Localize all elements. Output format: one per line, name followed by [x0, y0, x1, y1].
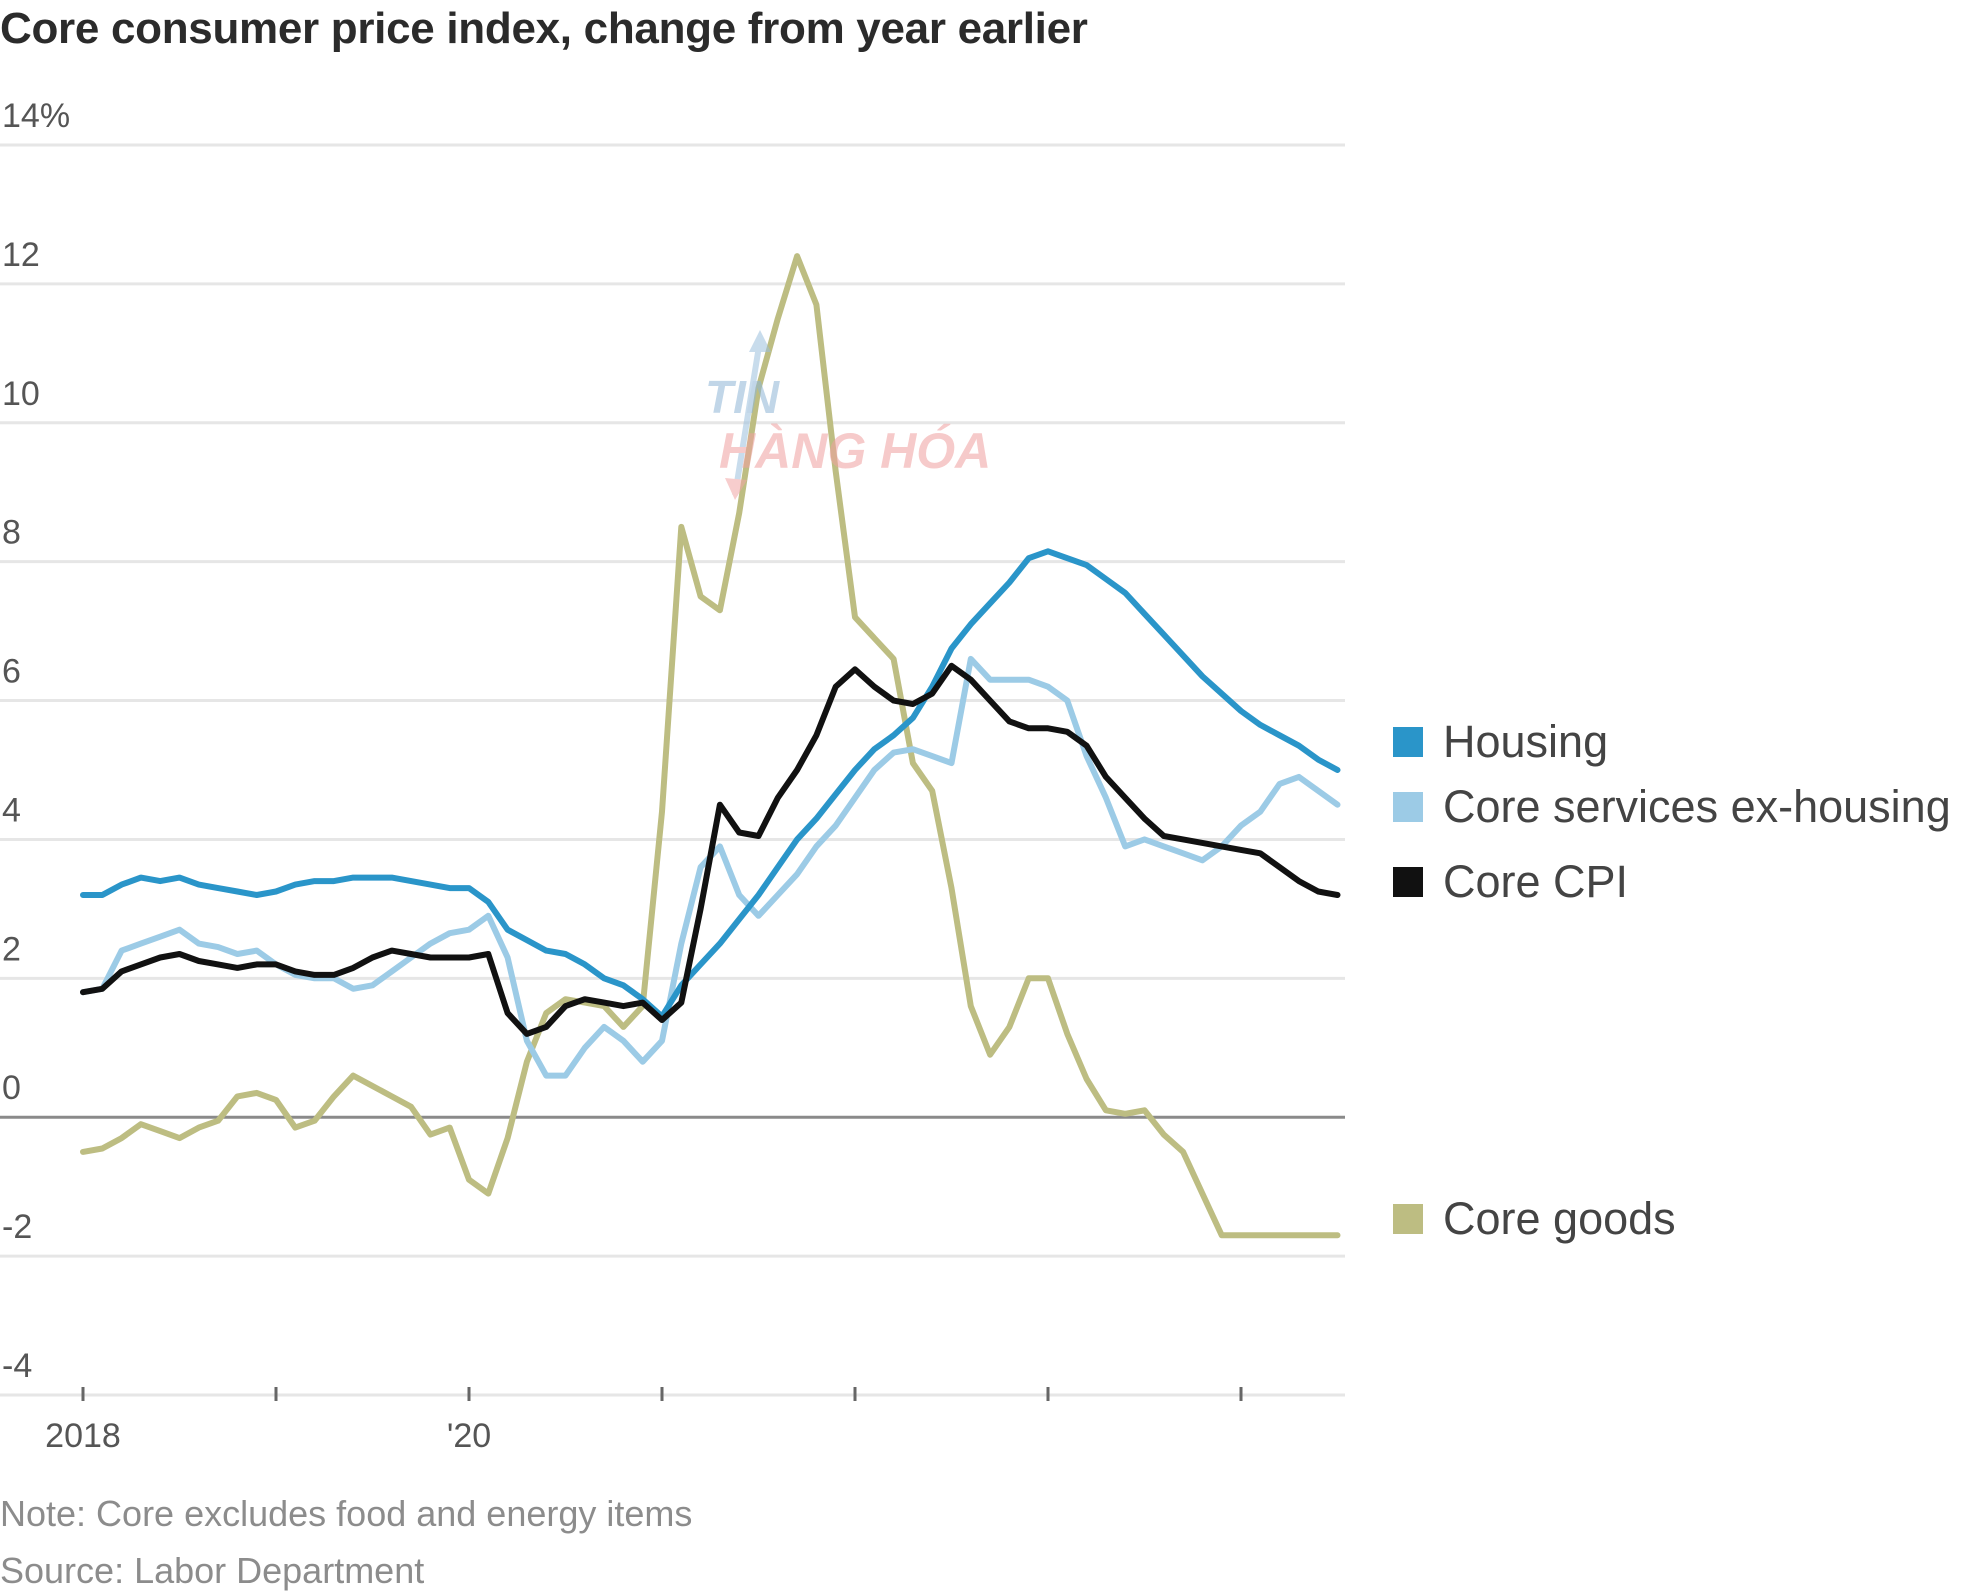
legend-swatch-housing [1393, 727, 1423, 757]
x-axis-ticks: 2018 '20 [45, 1387, 1243, 1455]
y-tick-label: -2 [2, 1208, 32, 1246]
y-tick-label: 14% [2, 97, 70, 135]
watermark-line2: HÀNG HÓA [719, 423, 992, 479]
series-lines [80, 253, 1341, 1239]
legend-swatch-core-services-ex-housing [1393, 792, 1423, 822]
y-tick-label: 12 [2, 236, 40, 274]
y-tick-label: 6 [2, 653, 21, 691]
chart-source: Source: Labor Department [0, 1550, 425, 1591]
y-axis-ticks: 14% 12 10 8 6 4 2 0 -2 -4 [2, 97, 70, 1385]
x-tick-label: '20 [447, 1417, 491, 1455]
y-tick-label: 4 [2, 791, 21, 829]
series-line-core-cpi [80, 662, 1341, 1037]
legend-swatch-core-cpi [1393, 867, 1423, 897]
legend-label-core-services-ex-housing: Core services ex-housing [1443, 781, 1951, 832]
legend-label-core-cpi: Core CPI [1443, 856, 1628, 907]
watermark-line1: TIN [705, 371, 780, 423]
y-tick-label: 2 [2, 930, 21, 968]
y-tick-label: 8 [2, 514, 21, 552]
legend: Housing Core services ex-housing Core CPI C… [1393, 716, 1951, 1244]
gridlines [0, 143, 1345, 1397]
legend-label-housing: Housing [1443, 716, 1608, 767]
series-line-core-goods [80, 253, 1341, 1239]
series-line-housing [80, 548, 1341, 1020]
legend-swatch-core-goods [1393, 1204, 1423, 1234]
watermark-arrow-icon [725, 330, 771, 500]
y-tick-label: 0 [2, 1069, 21, 1107]
y-tick-label: -4 [2, 1347, 32, 1385]
chart-note: Note: Core excludes food and energy item… [0, 1493, 693, 1534]
legend-label-core-goods: Core goods [1443, 1193, 1676, 1244]
chart-title: Core consumer price index, change from y… [0, 4, 1088, 53]
x-tick-label: 2018 [45, 1417, 121, 1455]
y-tick-label: 10 [2, 375, 40, 413]
